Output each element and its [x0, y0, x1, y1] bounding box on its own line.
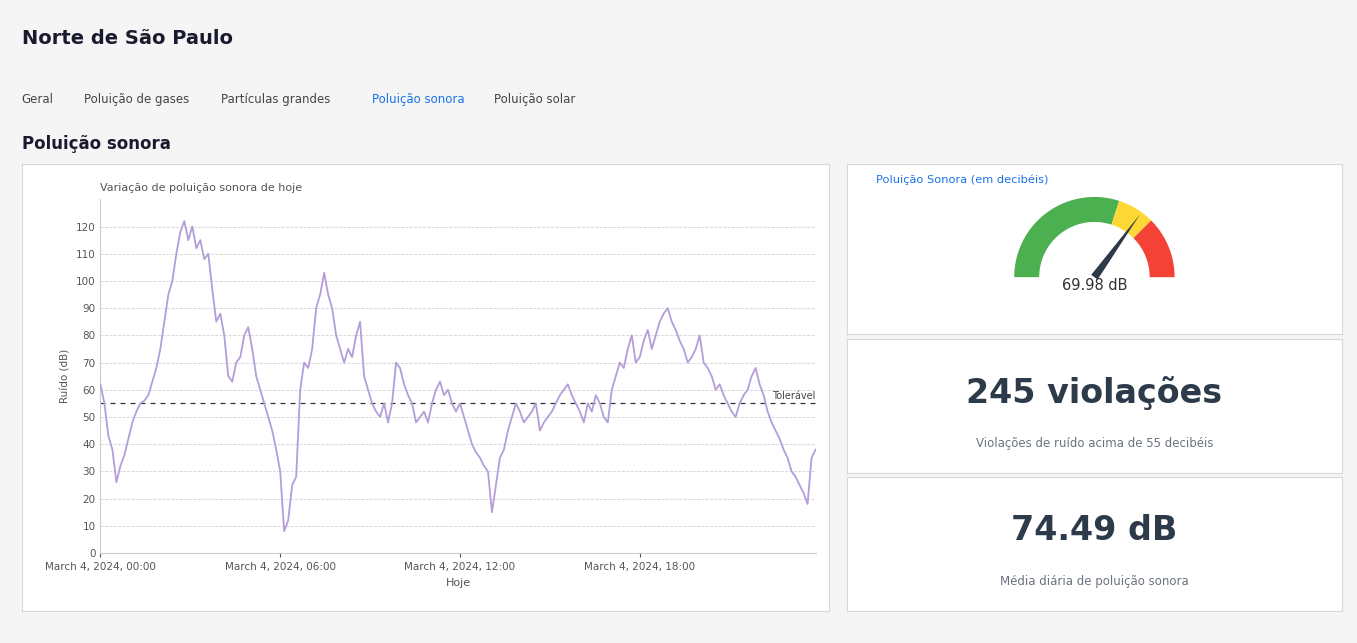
Text: 69.98 dB: 69.98 dB — [1061, 278, 1128, 293]
Polygon shape — [1014, 197, 1120, 277]
Text: 74.49 dB: 74.49 dB — [1011, 514, 1178, 547]
Text: Poluição solar: Poluição solar — [494, 93, 575, 106]
Text: Violações de ruído acima de 55 decibéis: Violações de ruído acima de 55 decibéis — [976, 437, 1213, 450]
Text: Partículas grandes: Partículas grandes — [221, 93, 331, 106]
Text: 245 violações: 245 violações — [966, 376, 1223, 410]
Text: Média diária de poluição sonora: Média diária de poluição sonora — [1000, 575, 1189, 588]
Text: Poluição sonora: Poluição sonora — [22, 135, 171, 153]
X-axis label: Hoje: Hoje — [445, 577, 471, 588]
Text: Tolerável: Tolerável — [772, 391, 816, 401]
Polygon shape — [1111, 201, 1151, 239]
Text: Poluição Sonora (em decibéis): Poluição Sonora (em decibéis) — [877, 174, 1049, 185]
Text: Poluição de gases: Poluição de gases — [84, 93, 190, 106]
Polygon shape — [1133, 221, 1175, 277]
Y-axis label: Ruído (dB): Ruído (dB) — [60, 349, 71, 403]
Text: Poluição sonora: Poluição sonora — [372, 93, 464, 106]
Polygon shape — [1091, 214, 1140, 280]
Text: Variação de poluição sonora de hoje: Variação de poluição sonora de hoje — [100, 183, 303, 193]
Polygon shape — [1039, 222, 1149, 277]
Text: Geral: Geral — [22, 93, 54, 106]
Text: Norte de São Paulo: Norte de São Paulo — [22, 29, 232, 48]
